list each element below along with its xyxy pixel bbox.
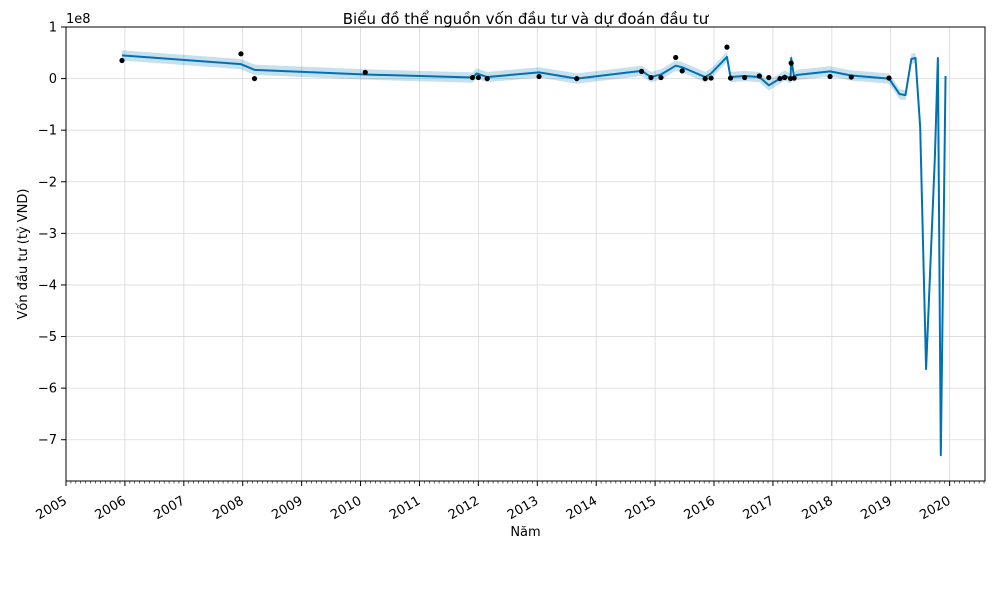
axis-ticks: 2005 2006 2007 2008 2009 2010 2011 2012 2013 2014… xyxy=(34,21,985,524)
observed-point xyxy=(702,75,708,82)
x-tick-label: 2012 xyxy=(446,494,482,524)
x-tick-label: 2019 xyxy=(858,494,894,524)
observed-point xyxy=(251,75,258,82)
observed-point xyxy=(679,68,685,74)
observed-point xyxy=(708,75,714,81)
uncertainty-band xyxy=(121,50,946,461)
x-tick-label: 2017 xyxy=(741,494,777,524)
observed-point xyxy=(766,74,772,81)
x-tick-label: 2015 xyxy=(623,494,659,524)
observed-point xyxy=(756,73,762,79)
observed-point xyxy=(782,74,788,81)
y-axis-title: Vốn đầu tư (tỷ VND) xyxy=(16,189,31,320)
x-tick-label: 2007 xyxy=(152,494,188,524)
x-tick-label: 2011 xyxy=(387,494,423,524)
uncertainty-band-layer xyxy=(121,50,946,461)
observed-point xyxy=(238,51,244,57)
observed-point xyxy=(827,73,833,80)
y-tick-label: −6 xyxy=(38,382,57,397)
observed-point xyxy=(475,74,481,81)
observed-point xyxy=(727,75,734,81)
x-tick-label: 2008 xyxy=(210,494,246,524)
y-tick-label: −4 xyxy=(38,278,57,293)
observed-point xyxy=(848,74,854,80)
observed-point xyxy=(362,69,368,75)
observed-points-layer xyxy=(119,44,892,82)
x-tick-label: 2014 xyxy=(564,494,600,524)
x-tick-label: 2020 xyxy=(917,494,953,524)
observed-point xyxy=(484,75,490,82)
x-tick-label: 2005 xyxy=(34,494,70,524)
observed-point xyxy=(119,57,125,64)
observed-point xyxy=(648,74,654,81)
observed-point xyxy=(742,74,748,81)
y-tick-label: −5 xyxy=(38,330,57,345)
y-axis-offset-text: 1e8 xyxy=(66,12,91,27)
observed-point xyxy=(673,54,679,61)
observed-point xyxy=(536,73,542,80)
observed-point xyxy=(574,75,580,82)
observed-point xyxy=(724,44,730,50)
y-tick-label: 0 xyxy=(49,72,57,87)
observed-point xyxy=(638,68,645,74)
x-axis-title: Năm xyxy=(510,525,540,540)
forecast-line xyxy=(121,54,947,457)
x-tick-label: 2006 xyxy=(93,494,129,524)
observed-point xyxy=(788,60,794,66)
x-tick-label: 2018 xyxy=(800,494,836,524)
chart-title: Biểu đồ thể nguồn vốn đầu tư và dự đoán … xyxy=(343,10,710,28)
forecast-line-layer xyxy=(121,54,947,457)
y-tick-label: −3 xyxy=(38,227,57,242)
grid-lines xyxy=(65,26,985,481)
observed-point xyxy=(791,75,797,81)
x-tick-label: 2016 xyxy=(682,494,718,524)
observed-point xyxy=(777,75,783,82)
x-tick-label: 2010 xyxy=(328,494,364,524)
y-tick-label: −1 xyxy=(38,124,57,139)
y-tick-label: −7 xyxy=(38,433,57,448)
y-tick-label: 1 xyxy=(49,21,57,36)
observed-point xyxy=(658,74,664,81)
plot-frame xyxy=(65,26,986,482)
observed-point xyxy=(886,75,892,81)
observed-point xyxy=(469,74,476,81)
x-tick-label: 2013 xyxy=(505,494,541,524)
y-tick-label: −2 xyxy=(38,175,57,190)
x-tick-label: 2009 xyxy=(269,494,305,524)
